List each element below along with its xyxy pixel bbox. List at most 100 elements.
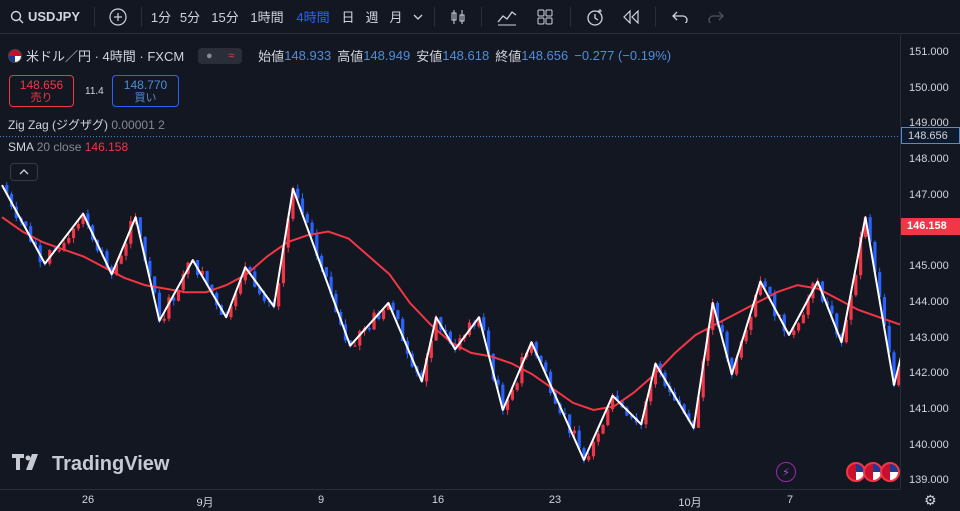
- replay-icon[interactable]: [613, 0, 649, 34]
- sma-value: 146.158: [84, 140, 129, 154]
- top-toolbar: USDJPY 1分 5分 15分 1時間 4時間 日 週 月: [0, 0, 960, 34]
- alert-clock-icon[interactable]: [577, 0, 613, 34]
- candle-body: [496, 379, 500, 385]
- candle-body: [119, 255, 123, 264]
- candle-body: [844, 319, 848, 343]
- candle-body: [148, 260, 152, 277]
- sell-button[interactable]: 148.656 売り: [9, 75, 74, 107]
- buy-button[interactable]: 148.770 買い: [112, 75, 179, 107]
- price-tick: 142.000: [909, 367, 949, 380]
- change-value: −0.277 (−0.19%): [574, 48, 672, 63]
- us-event-flag-icon[interactable]: [880, 462, 900, 482]
- candle-body: [859, 236, 863, 276]
- candle-body: [625, 407, 629, 416]
- candle-body: [124, 243, 128, 256]
- indicators-icon[interactable]: [488, 0, 526, 34]
- candle-body: [878, 272, 882, 298]
- interval-1d[interactable]: 日: [341, 10, 355, 25]
- price-axis[interactable]: 151.000150.000149.000148.000147.000146.0…: [900, 35, 960, 489]
- lightning-event-icon[interactable]: ⚡: [776, 462, 796, 482]
- candle-body: [482, 317, 486, 331]
- interval-1mo[interactable]: 月: [389, 10, 403, 25]
- candle-body: [882, 297, 887, 327]
- candle-body: [248, 267, 252, 272]
- candle-body: [734, 357, 739, 375]
- zigzag-params: 0.00001 2: [111, 118, 165, 132]
- tradingview-logo: TradingView: [12, 453, 169, 476]
- candle-body: [138, 217, 142, 238]
- zigzag-name: Zig Zag (ジグザグ): [8, 118, 109, 132]
- redo-icon[interactable]: [698, 0, 734, 34]
- undo-icon[interactable]: [662, 0, 698, 34]
- search-icon[interactable]: [6, 0, 28, 34]
- interval-1w[interactable]: 週: [365, 10, 379, 25]
- candle-body: [792, 330, 796, 336]
- candle-body: [62, 242, 66, 251]
- candle-body: [763, 281, 767, 287]
- interval-4h[interactable]: 4時間: [296, 10, 330, 25]
- candle-body: [310, 222, 314, 234]
- candle-body: [114, 263, 119, 275]
- candle-body: [205, 271, 209, 285]
- candle-body: [548, 371, 553, 394]
- price-chart[interactable]: [0, 35, 900, 489]
- candle-body: [830, 305, 834, 314]
- sma-price-tag: 146.158: [901, 218, 960, 235]
- candle-body: [649, 384, 653, 402]
- time-tick: 7: [786, 494, 794, 506]
- candle-body: [176, 289, 181, 301]
- candle-body: [587, 456, 591, 460]
- collapse-legend-button[interactable]: [10, 163, 38, 181]
- open-value: 148.933: [284, 48, 332, 63]
- candle-body: [57, 250, 61, 252]
- interval-15m[interactable]: 15分: [211, 10, 239, 25]
- candle-body: [296, 188, 300, 199]
- symbol-search-button[interactable]: USDJPY: [28, 9, 81, 24]
- legend-toggle-pill[interactable]: ● ≈: [198, 47, 243, 64]
- divider: [481, 6, 482, 27]
- candle-body: [863, 217, 867, 237]
- candle-body: [5, 185, 9, 194]
- candle-body: [892, 352, 896, 386]
- candle-body: [429, 340, 433, 358]
- candle-body: [324, 267, 328, 277]
- candle-body: [510, 389, 514, 400]
- price-tick: 144.000: [909, 295, 949, 308]
- time-tick: 26: [81, 494, 95, 506]
- time-tick: 9月: [196, 497, 214, 509]
- symbol-title[interactable]: 米ドル／円 · 4時間 · FXCM: [26, 49, 185, 64]
- candle-body: [849, 295, 853, 320]
- add-symbol-icon[interactable]: [101, 0, 135, 34]
- layout-grid-icon[interactable]: [526, 0, 564, 34]
- candle-body: [286, 218, 290, 248]
- candle-body: [730, 357, 734, 375]
- candle-body: [391, 302, 395, 311]
- candle-body: [153, 276, 157, 293]
- candle-body: [172, 297, 176, 301]
- buy-label: 買い: [134, 92, 157, 104]
- sma-indicator-legend[interactable]: SMA 20 close 146.158: [8, 140, 128, 154]
- interval-5m[interactable]: 5分: [179, 10, 201, 25]
- candle-body: [358, 331, 362, 346]
- divider: [570, 6, 571, 27]
- candle-body: [9, 193, 14, 207]
- candle-body: [167, 297, 171, 319]
- watermark-text: TradingView: [52, 453, 170, 475]
- interval-1h[interactable]: 1時間: [250, 10, 284, 25]
- candle-body: [720, 325, 724, 333]
- candle-body: [453, 343, 457, 350]
- candle-style-icon[interactable]: [441, 0, 475, 34]
- gear-icon[interactable]: ⚙: [924, 492, 937, 508]
- zigzag-indicator-legend[interactable]: Zig Zag (ジグザグ) 0.00001 2: [8, 116, 165, 133]
- interval-1m[interactable]: 1分: [150, 10, 172, 25]
- candle-body: [539, 355, 543, 363]
- time-tick: 16: [431, 494, 445, 506]
- time-axis[interactable]: 26 9月 9 16 23 10月 7: [0, 489, 900, 511]
- sma-line: [1, 216, 900, 412]
- chevron-down-icon[interactable]: [408, 0, 428, 34]
- candle-body: [630, 415, 634, 418]
- sma-name: SMA: [8, 140, 34, 154]
- candle-body: [768, 286, 772, 294]
- candle-body: [773, 293, 777, 317]
- candle-body: [715, 302, 720, 326]
